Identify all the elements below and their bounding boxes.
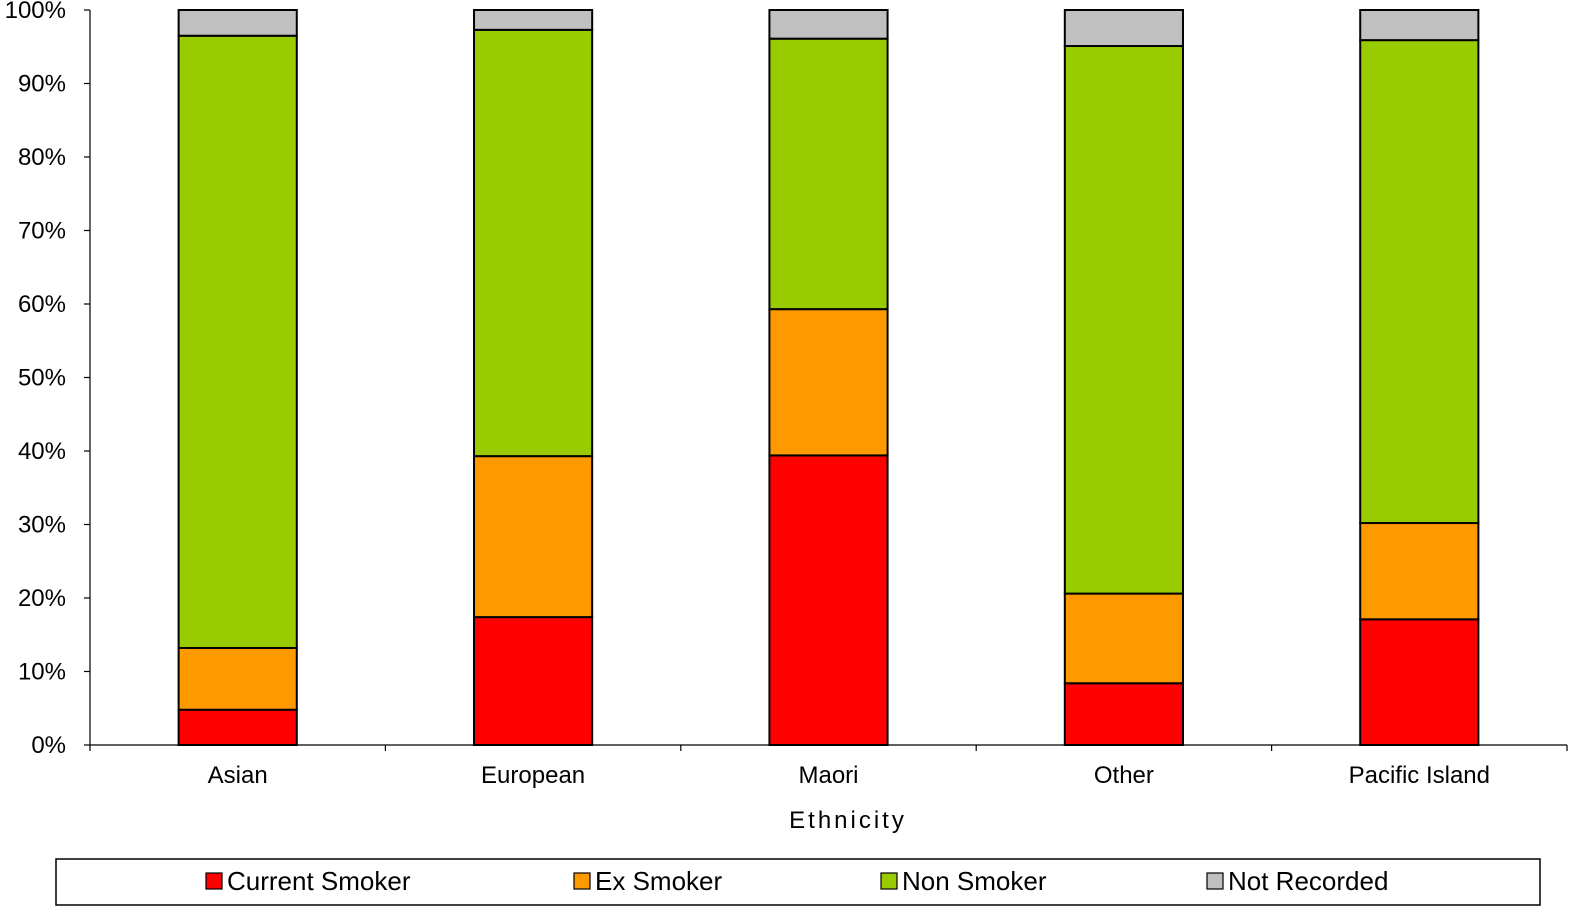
x-axis: Asian European Maori Other Pacific Island <box>89 744 1568 789</box>
legend-label: Current Smoker <box>227 866 411 896</box>
bar-segment <box>1359 39 1480 525</box>
bar-segment <box>1359 618 1480 746</box>
legend-swatch <box>1206 872 1224 890</box>
bar-segment <box>473 616 594 746</box>
bar-segment <box>768 454 889 746</box>
bar-segment <box>1359 9 1480 42</box>
bar-segment <box>1063 45 1184 595</box>
legend-label: Ex Smoker <box>595 866 722 896</box>
bar-segment <box>473 9 594 31</box>
y-axis: 0% 10% 20% 30% 40% 50% 60% 70% 80% 90% 100% <box>5 0 91 759</box>
bar-segment <box>1063 9 1184 48</box>
legend-swatch <box>573 872 591 890</box>
legend-label: Not Recorded <box>1228 866 1388 896</box>
legend: Current Smoker Ex Smoker Non Smoker Not Rec… <box>55 858 1541 906</box>
x-tick-label: Other <box>1094 762 1154 789</box>
bar-segment <box>177 708 298 746</box>
legend-box <box>55 858 1541 906</box>
x-tick-label: Maori <box>798 762 858 789</box>
bar-segment <box>768 37 889 311</box>
x-tick-label: Pacific Island <box>1349 762 1490 789</box>
y-tick-label: 10% <box>18 659 66 686</box>
bar-segment <box>177 646 298 711</box>
y-tick-label: 0% <box>31 732 66 759</box>
bars-group <box>177 9 1480 747</box>
y-tick-label: 40% <box>18 438 66 465</box>
bar-segment <box>1063 592 1184 685</box>
y-tick-label: 20% <box>18 585 66 612</box>
bar-segment <box>1063 682 1184 747</box>
y-tick-label: 60% <box>18 291 66 318</box>
legend-swatch <box>205 872 223 890</box>
bar-segment <box>473 28 594 458</box>
bar-segment <box>1359 522 1480 621</box>
y-tick-label: 50% <box>18 365 66 392</box>
legend-swatch <box>880 872 898 890</box>
y-tick-label: 100% <box>5 0 66 24</box>
y-tick-label: 80% <box>18 144 66 171</box>
y-tick-label: 90% <box>18 71 66 98</box>
legend-label: Non Smoker <box>902 866 1047 896</box>
bar-segment <box>768 308 889 457</box>
x-tick-label: Asian <box>208 762 268 789</box>
x-tick-label: European <box>481 762 585 789</box>
y-tick-label: 70% <box>18 218 66 245</box>
y-tick-label: 30% <box>18 512 66 539</box>
bar-segment <box>177 34 298 649</box>
bar-segment <box>177 9 298 37</box>
bar-segment <box>768 9 889 40</box>
x-axis-title: Ethnicity <box>789 807 907 834</box>
bar-segment <box>473 455 594 619</box>
